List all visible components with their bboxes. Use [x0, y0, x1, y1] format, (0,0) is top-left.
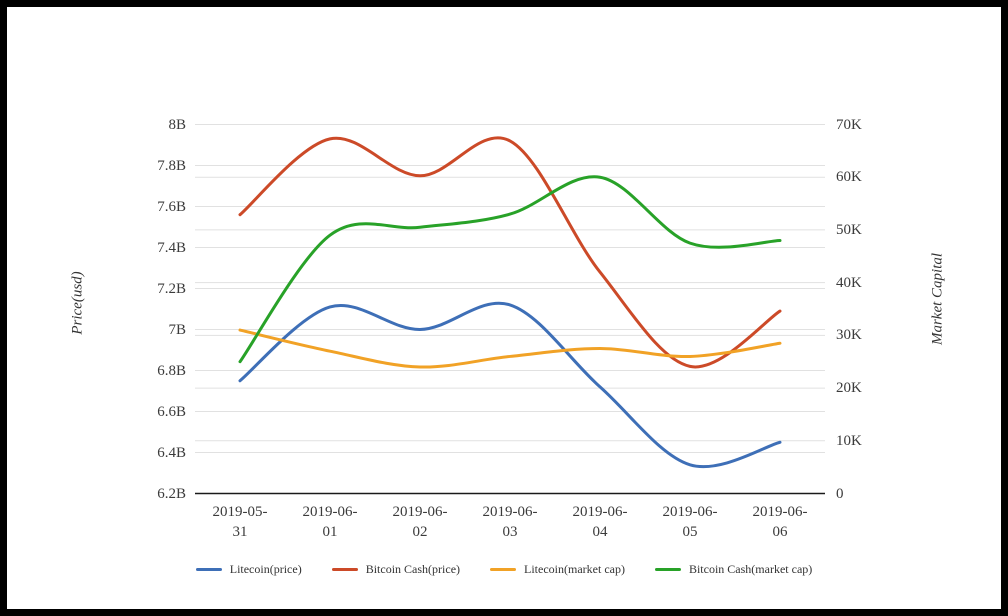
x-axis-tick-label: 2019-05- 31	[212, 504, 268, 540]
left-axis-tick-label: 7.6B	[157, 198, 186, 215]
chart-legend: Litecoin(price) Bitcoin Cash(price) Liteco…	[7, 562, 1001, 577]
plot-background	[7, 7, 1001, 609]
left-axis-tick-label: 6.8B	[157, 362, 186, 379]
left-axis-tick-label: 8B	[168, 116, 186, 133]
x-axis-tick-label: 2019-06- 03	[482, 504, 538, 540]
x-axis-tick-label: 2019-06- 01	[302, 504, 358, 540]
legend-line-swatch	[195, 568, 222, 571]
series-line-bitcoin-cash-price[interactable]	[238, 136, 782, 369]
right-axis-tick-label: 50K	[836, 221, 862, 238]
series-line-litecoin-market-cap[interactable]	[238, 328, 782, 369]
left-axis-title: Price(usd)	[69, 271, 86, 335]
legend-line-swatch	[490, 568, 517, 571]
series-line-litecoin-price[interactable]	[238, 301, 782, 469]
left-axis-tick-label: 6.6B	[157, 403, 186, 420]
right-axis-tick-label: 30K	[836, 327, 862, 344]
legend-item-litecoin-price[interactable]: Litecoin(price)	[195, 562, 302, 577]
x-axis-tick-label: 2019-06- 02	[392, 504, 448, 540]
right-axis-tick-label: 10K	[836, 432, 862, 449]
left-axis-tick-label: 7.2B	[157, 280, 186, 297]
left-axis-tick-label: 6.2B	[157, 485, 186, 502]
legend-item-bitcoin-cash-market-cap[interactable]: Bitcoin Cash(market cap)	[654, 562, 813, 577]
right-axis-tick-label: 60K	[836, 169, 862, 186]
legend-label: Bitcoin Cash(price)	[365, 562, 461, 576]
x-axis-tick-label: 2019-06- 05	[662, 504, 718, 540]
legend-line-swatch	[331, 568, 358, 571]
left-axis-tick-label: 7.8B	[157, 157, 186, 174]
series-line-bitcoin-cash-market-cap[interactable]	[238, 175, 782, 364]
right-axis-tick-label: 0	[836, 485, 844, 502]
right-axis-tick-label: 40K	[836, 274, 862, 291]
legend-label: Litecoin(price)	[229, 562, 302, 576]
legend-item-litecoin-market-cap[interactable]: Litecoin(market cap)	[490, 562, 625, 577]
right-axis-tick-label: 20K	[836, 380, 862, 397]
x-axis-tick-label: 2019-06- 06	[752, 504, 808, 540]
legend-item-bitcoin-cash-price[interactable]: Bitcoin Cash(price)	[331, 562, 461, 577]
right-axis-tick-label: 70K	[836, 116, 862, 133]
legend-label: Litecoin(market cap)	[524, 562, 625, 576]
legend-line-swatch	[654, 568, 681, 571]
legend-label: Bitcoin Cash(market cap)	[688, 562, 813, 576]
right-axis-title: Market Capital	[929, 252, 946, 346]
x-axis-tick-label: 2019-06- 04	[572, 504, 628, 540]
left-axis-tick-label: 7B	[168, 321, 186, 338]
left-axis-tick-label: 7.4B	[157, 239, 186, 256]
left-axis-tick-label: 6.4B	[157, 444, 186, 461]
